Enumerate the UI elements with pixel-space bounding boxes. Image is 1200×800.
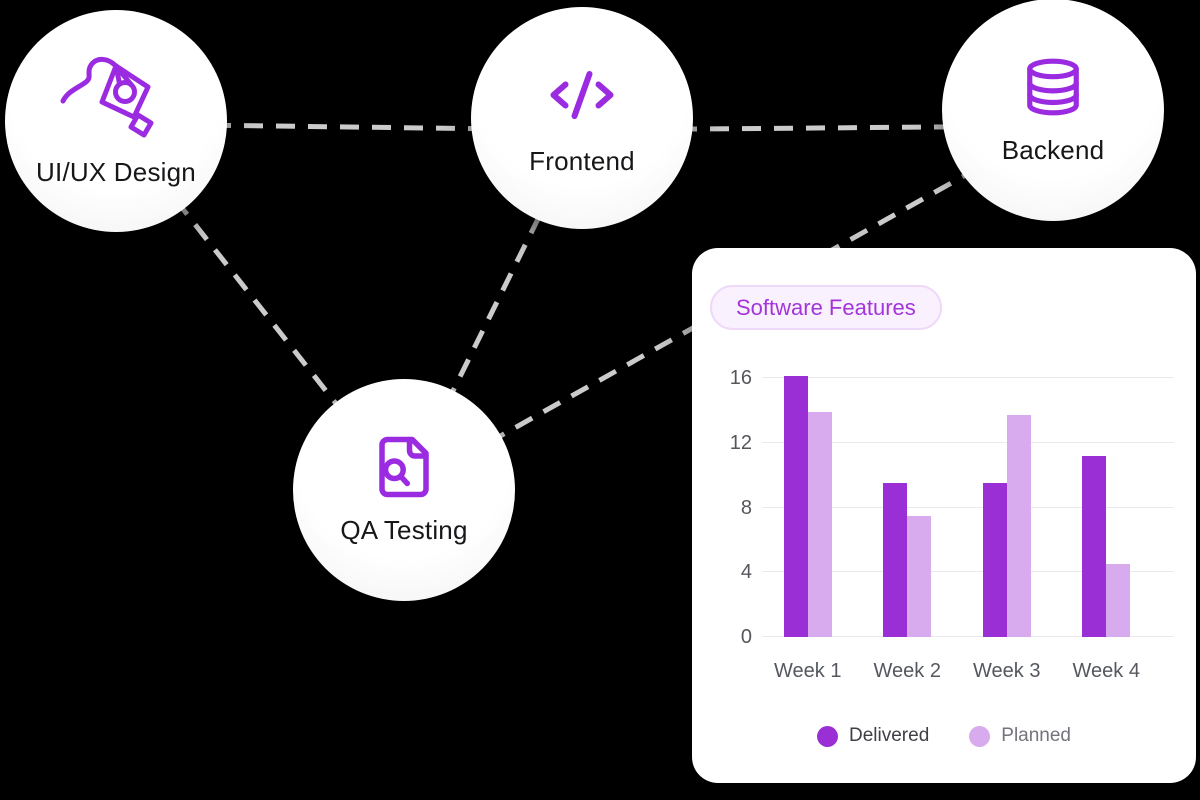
badge-label: Software Features [736,294,916,320]
bar-delivered-week-3 [982,483,1007,637]
gridline [762,506,1174,508]
gridline [762,571,1174,573]
x-axis-label: Week 3 [973,660,1041,682]
bar-planned-week-1 [807,412,832,637]
bar-planned-week-2 [907,515,932,637]
node-label: UI/UX Design [36,157,196,187]
node-backend: Backend [942,0,1164,221]
y-axis-label: 4 [740,561,752,584]
node-label: Frontend [529,146,635,176]
gridline [762,377,1174,378]
pen-nib-icon [60,56,154,138]
node-uiux-design: UI/UX Design [5,10,227,232]
software-features-badge: Software Features [710,285,942,330]
legend-dot [969,725,991,747]
gridline [762,636,1174,637]
edge-qa-backend [402,123,1055,493]
legend-dot [817,725,838,747]
legend-label: Planned [1001,725,1071,746]
file-search-icon [379,436,429,498]
legend-label: Delivered [849,725,930,746]
features-card: Software Features 0 4 8 12 16 Week 1 Week 2 We… [692,248,1196,783]
code-icon [550,71,614,119]
gridlines [762,377,1174,637]
x-axis-label: Week 4 [1072,660,1140,682]
node-label: Backend [1001,135,1105,165]
bar-group [758,376,858,637]
x-axis-label: Week 2 [873,660,941,682]
node-qa-testing: QA Testing [293,379,515,601]
bar-delivered-week-2 [883,483,908,637]
database-icon [1027,58,1079,116]
gridline [762,441,1174,443]
y-axis-label: 8 [740,496,752,519]
legend-item-planned: Planned [969,725,1071,747]
bar-groups [758,376,1157,637]
x-axis: Week 1 Week 2 Week 3 Week 4 [758,660,1156,683]
bar-group [957,378,1057,637]
y-axis-label: 12 [729,431,752,454]
bar-planned-week-3 [1006,415,1031,637]
y-axis-label: 16 [729,367,752,389]
legend-item-delivered: Delivered [817,725,929,747]
x-axis-label: Week 1 [774,660,842,682]
bar-delivered-week-4 [1082,455,1107,637]
y-axis: 0 4 8 12 16 [692,367,752,648]
bar-group [1057,378,1157,637]
legend: Delivered Planned [692,725,1196,747]
bar-group [858,378,958,637]
node-frontend: Frontend [471,7,693,229]
y-axis-label: 0 [740,626,752,648]
bar-delivered-week-1 [783,376,808,637]
bar-planned-week-4 [1106,564,1131,637]
node-label: QA Testing [340,515,468,545]
